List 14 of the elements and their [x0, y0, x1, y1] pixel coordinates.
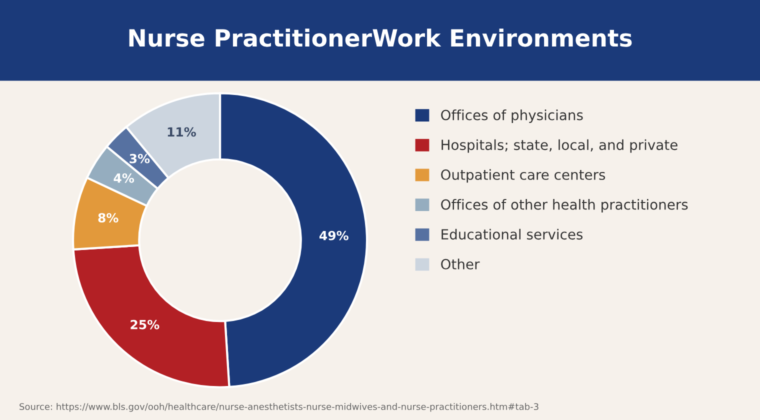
legend-label: Hospitals; state, local, and private: [442, 139, 678, 153]
data-label: 8%: [98, 213, 118, 223]
legend-label: Other: [441, 258, 480, 270]
data-label: 3%: [130, 154, 150, 164]
data-label: 11%: [168, 127, 196, 137]
data-label: 25%: [130, 320, 160, 330]
legend-label: Outpatient care centers: [441, 169, 606, 183]
chart-title: Nurse PractitionerWork Environments: [129, 28, 632, 47]
data-label: 4%: [114, 173, 134, 183]
legend-label: Educational services: [442, 228, 583, 240]
legend-label: Offices of other health practitioners: [441, 199, 688, 212]
legend-label: Offices of physicians: [441, 110, 583, 123]
source-note: Source: https://www.bls.gov/ooh/healthcare/nurse-anesthetists-nurse-midwives-and-nurse-practitioners.htm#tab-3: [20, 403, 538, 412]
data-label: 49%: [319, 230, 348, 240]
